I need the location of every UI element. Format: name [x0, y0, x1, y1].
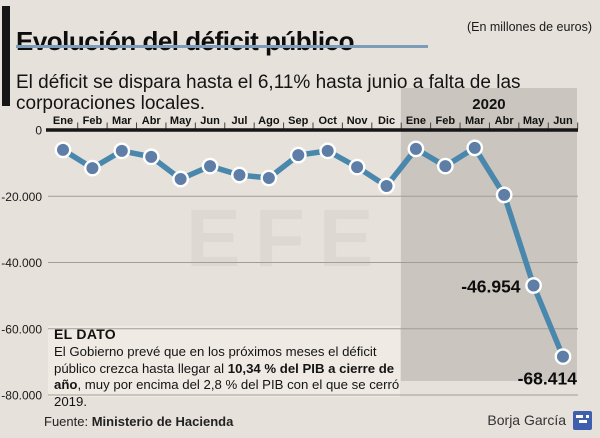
efe-watermark: EFE	[186, 193, 388, 284]
data-point-9	[319, 142, 337, 160]
source-value: Ministerio de Hacienda	[91, 414, 234, 429]
efe-logo-mark	[579, 420, 587, 423]
point-value-label: -68.414	[518, 369, 578, 389]
x-axis-month-label: Feb	[83, 115, 103, 127]
y-axis-tick-label: -40.000	[1, 256, 42, 270]
x-axis-month-label: Jul	[232, 115, 248, 127]
data-point-16	[525, 277, 542, 294]
x-axis-month-label: May	[523, 115, 545, 127]
data-point-12	[407, 140, 425, 158]
x-axis-month-label: May	[170, 115, 192, 127]
data-point-6	[231, 166, 248, 184]
data-point-15	[495, 186, 513, 204]
efe-logo-mark	[586, 415, 589, 418]
year-2020-band	[400, 88, 577, 381]
x-axis-month-label: Jun	[200, 115, 220, 127]
x-axis-month-label: Jun	[553, 115, 573, 127]
chart-area: 0 -20.000 -40.000 -60.000 -80.000 2020 Ene Feb M…	[0, 85, 600, 415]
title-underline	[16, 45, 428, 48]
el-dato-heading: EL DATO	[54, 326, 116, 342]
x-axis-month-label: Sep	[288, 115, 308, 127]
chart-subtitle: El déficit se dispara hasta el 6,11% has…	[16, 72, 521, 114]
data-point-3	[142, 148, 160, 166]
data-point-5	[201, 157, 219, 175]
source-note: Fuente: Ministerio de Hacienda	[44, 414, 233, 429]
y-axis-tick-label: -80.000	[1, 389, 42, 403]
data-point-11	[378, 177, 395, 195]
data-point-7	[260, 169, 278, 187]
x-axis-month-label: Abr	[495, 115, 515, 127]
data-point-10	[348, 158, 366, 176]
y-axis-tick-label: -60.000	[1, 322, 42, 336]
y-axis-tick-label: -20.000	[1, 190, 42, 204]
y-axis-tick-label: 0	[35, 124, 42, 138]
page-title: Evolución del déficit público	[16, 26, 354, 57]
el-dato-text-bold: 10,34 % del PIB a cierre de año	[54, 360, 395, 393]
year-band-label: 2020	[472, 96, 505, 113]
efe-logo-icon	[573, 411, 592, 430]
author-credit: Borja García	[487, 412, 566, 428]
x-axis-month-label: Ene	[406, 115, 426, 127]
x-axis-month-label: Mar	[465, 115, 485, 127]
el-dato-text-pre: El Gobierno prevé que en los próximos me…	[54, 344, 377, 376]
el-dato-annotation: EL DATO El Gobierno prevé que en los pró…	[54, 326, 402, 410]
el-dato-body: El Gobierno prevé que en los próximos me…	[54, 344, 402, 410]
x-axis-month-label: Abr	[142, 115, 162, 127]
source-label: Fuente:	[44, 414, 89, 429]
x-axis-month-label: Ene	[53, 115, 73, 127]
x-axis-month-label: Ago	[258, 115, 280, 127]
efe-logo-mark	[576, 415, 583, 418]
x-axis-month-label: Feb	[436, 115, 456, 127]
units-note: (En millones de euros)	[466, 20, 592, 34]
x-axis-month-label: Nov	[347, 115, 369, 127]
point-value-label: -46.954	[461, 277, 521, 297]
deficit-line-chart: 0 -20.000 -40.000 -60.000 -80.000 2020 Ene Feb M…	[1, 88, 579, 403]
data-point-14	[466, 139, 484, 157]
x-axis-month-label: Dic	[378, 115, 395, 127]
data-point-0	[54, 141, 72, 159]
data-point-4	[172, 170, 190, 188]
x-axis-month-label: Oct	[319, 115, 338, 127]
data-point-17	[554, 348, 572, 366]
data-point-2	[113, 142, 131, 160]
el-dato-box	[48, 326, 400, 397]
data-point-8	[289, 146, 307, 164]
data-point-1	[84, 159, 101, 177]
data-point-13	[436, 157, 454, 175]
headline-accent-bar	[2, 6, 10, 106]
x-axis-month-label: Mar	[112, 115, 132, 127]
el-dato-text-post: , muy por encima del 2,8 % del PIB con e…	[54, 377, 400, 409]
